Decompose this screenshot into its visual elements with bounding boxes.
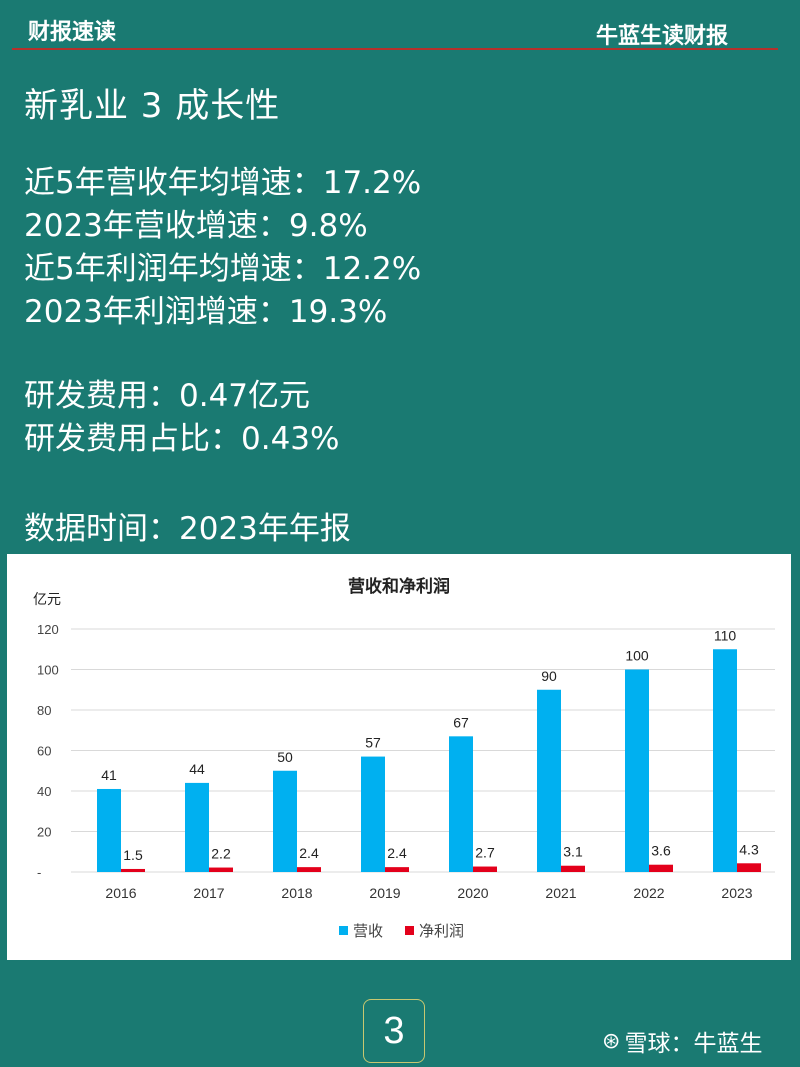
metric-rd-expense: 研发费用：0.47亿元 [24, 378, 311, 414]
metric-2023-profit-growth: 2023年利润增速：19.3% [24, 294, 388, 330]
revenue-bar [625, 669, 649, 872]
net-profit-bar [649, 864, 673, 872]
revenue-data-label: 90 [541, 668, 557, 684]
data-time: 数据时间：2023年年报 [24, 511, 351, 547]
page-number: 3 [363, 999, 425, 1063]
snowball-logo-icon: ⊛ [602, 1028, 621, 1054]
y-tick-label: 40 [37, 784, 51, 799]
growth-metrics: 近5年营收年均增速：17.2% 2023年营收增速：9.8% 近5年利润年均增速… [24, 162, 421, 334]
net-profit-bar [297, 867, 321, 872]
net-profit-bar [385, 867, 409, 872]
y-tick-label: 60 [37, 744, 51, 759]
y-tick-label: - [37, 865, 41, 880]
revenue-data-label: 57 [365, 735, 381, 751]
y-tick-label: 120 [37, 622, 59, 637]
x-tick-label: 2023 [721, 885, 752, 901]
revenue-data-label: 67 [453, 714, 469, 730]
metric-rd-ratio: 研发费用占比：0.43% [24, 421, 340, 457]
x-tick-label: 2021 [545, 885, 576, 901]
net-profit-bar [121, 868, 145, 872]
net-profit-data-label: 3.6 [651, 843, 671, 859]
x-tick-label: 2019 [369, 885, 400, 901]
header-divider [12, 48, 778, 50]
page-headline: 新乳业 3 成长性 [24, 86, 281, 126]
legend-net-profit-swatch [405, 926, 414, 935]
net-profit-data-label: 1.5 [123, 847, 143, 863]
net-profit-data-label: 3.1 [563, 844, 583, 860]
revenue-bar [97, 788, 121, 872]
watermark: ⊛ 雪球：牛蓝生 [602, 1024, 762, 1058]
y-tick-label: 100 [37, 663, 59, 678]
revenue-bar [273, 770, 297, 872]
metric-5yr-profit-growth: 近5年利润年均增速：12.2% [24, 251, 422, 287]
revenue-data-label: 44 [189, 761, 205, 777]
net-profit-bar [737, 863, 761, 872]
chart-title: 营收和净利润 [348, 576, 450, 597]
revenue-data-label: 110 [714, 627, 737, 643]
revenue-bar [185, 782, 209, 872]
chart-panel: 营收和净利润亿元 - 20 40 60 80 100 120 41 1.5 2016 44 2.2 201… [7, 554, 791, 960]
x-tick-label: 2022 [633, 885, 664, 901]
net-profit-data-label: 4.3 [739, 841, 759, 857]
legend-revenue-label: 营收 [353, 923, 383, 940]
net-profit-bar [473, 866, 497, 872]
net-profit-data-label: 2.4 [299, 845, 319, 861]
net-profit-data-label: 2.7 [475, 845, 495, 861]
net-profit-data-label: 2.2 [211, 846, 231, 862]
y-tick-label: 80 [37, 703, 51, 718]
x-tick-label: 2016 [105, 885, 136, 901]
header-left-title: 财报速读 [28, 19, 117, 45]
revenue-bar [713, 649, 737, 872]
revenue-bar [537, 689, 561, 872]
header-right-title: 牛蓝生读财报 [595, 23, 728, 49]
metric-2023-revenue-growth: 2023年营收增速：9.8% [24, 208, 368, 244]
legend-revenue-swatch [339, 926, 348, 935]
revenue-bar [361, 756, 385, 872]
net-profit-data-label: 2.4 [387, 845, 407, 861]
rd-metrics: 研发费用：0.47亿元 研发费用占比：0.43% [24, 375, 339, 461]
revenue-data-label: 41 [101, 767, 117, 783]
metric-5yr-revenue-growth: 近5年营收年均增速：17.2% [24, 165, 422, 201]
revenue-bar [449, 736, 473, 872]
x-tick-label: 2017 [193, 885, 224, 901]
y-tick-label: 20 [37, 825, 51, 840]
legend-net-profit-label: 净利润 [419, 923, 464, 940]
revenue-data-label: 50 [277, 749, 293, 765]
net-profit-bar [561, 865, 585, 872]
net-profit-bar [209, 867, 233, 872]
chart-unit-label: 亿元 [33, 591, 61, 607]
x-tick-label: 2018 [281, 885, 312, 901]
x-tick-label: 2020 [457, 885, 488, 901]
revenue-data-label: 100 [625, 648, 649, 664]
watermark-text: 雪球：牛蓝生 [624, 1031, 763, 1057]
